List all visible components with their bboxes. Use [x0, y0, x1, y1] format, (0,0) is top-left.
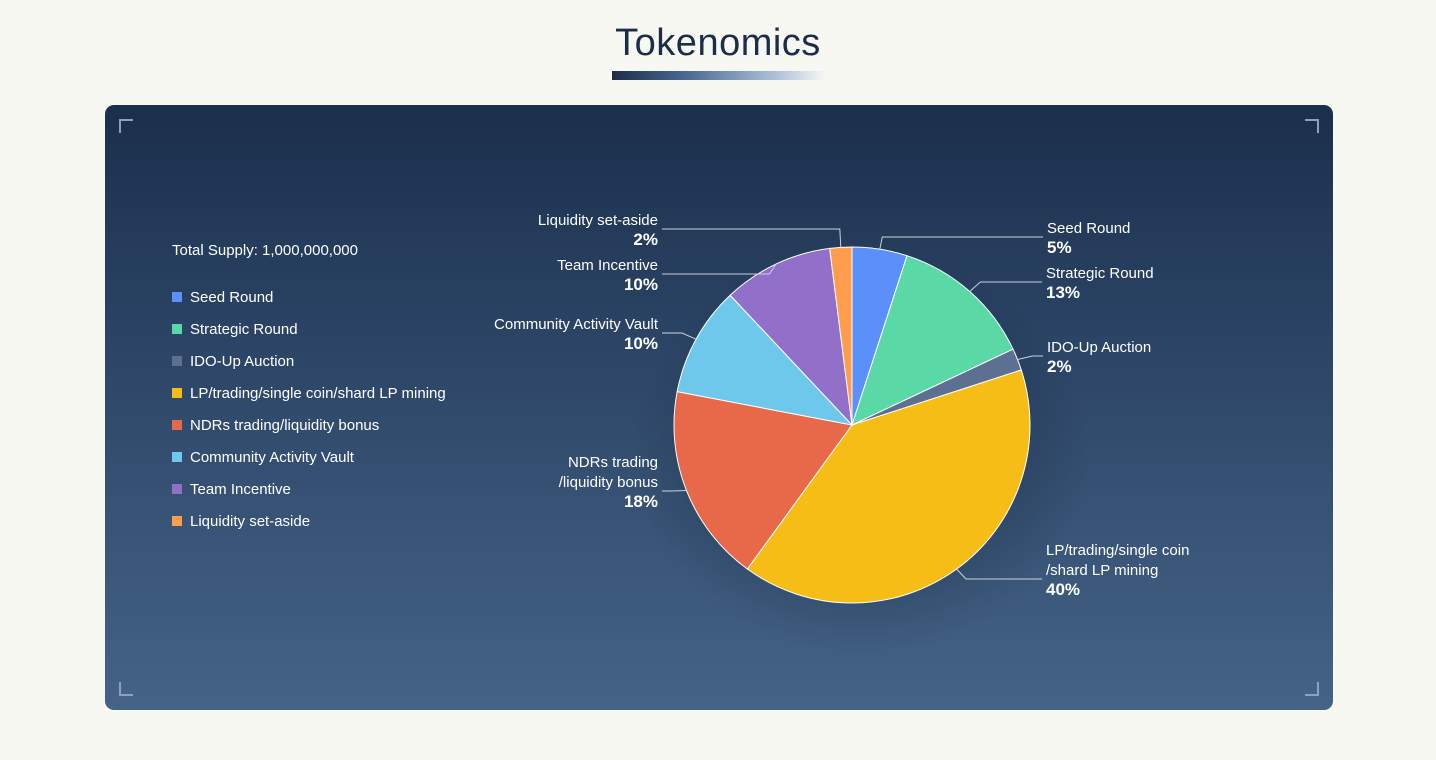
legend-item: Community Activity Vault	[172, 441, 446, 473]
legend-item: NDRs trading/liquidity bonus	[172, 409, 446, 441]
legend-label: Team Incentive	[190, 480, 291, 498]
leader-line	[662, 228, 842, 248]
legend-item: Strategic Round	[172, 313, 446, 345]
legend-swatch	[172, 356, 182, 366]
legend-label: LP/trading/single coin/shard LP mining	[190, 384, 446, 402]
leader-line	[662, 490, 687, 492]
page-title: Tokenomics	[615, 22, 821, 64]
slice-percent-label: 40%	[1046, 580, 1080, 599]
slice-label: Strategic Round	[1046, 265, 1154, 282]
pie-slice	[673, 391, 853, 570]
slice-label: Liquidity set-aside	[538, 212, 658, 229]
legend-swatch	[172, 324, 182, 334]
legend-swatch	[172, 388, 182, 398]
slice-label: IDO-Up Auction	[1047, 339, 1151, 356]
slice-label: Seed Round	[1047, 220, 1130, 237]
legend-swatch	[172, 420, 182, 430]
legend-label: Strategic Round	[190, 320, 298, 338]
legend-item: Team Incentive	[172, 473, 446, 505]
slice-label: Team Incentive	[557, 257, 658, 274]
slice-percent-label: 2%	[633, 230, 658, 249]
legend-label: Seed Round	[190, 288, 274, 306]
corner-mark-bottom-left	[119, 682, 133, 696]
legend-label: Community Activity Vault	[190, 448, 354, 466]
corner-mark-bottom-right	[1305, 682, 1319, 696]
title-underline	[612, 71, 826, 80]
legend-swatch	[172, 452, 182, 462]
leader-line	[956, 568, 1042, 580]
slice-percent-label: 18%	[624, 492, 658, 511]
slice-label: /shard LP mining	[1046, 562, 1158, 579]
leader-line	[662, 263, 777, 275]
pie-slice	[746, 369, 1031, 604]
slice-label: /liquidity bonus	[559, 474, 658, 491]
corner-mark-top-right	[1305, 119, 1319, 133]
chart-legend: Seed Round Strategic Round IDO-Up Auction L…	[172, 281, 446, 537]
slice-percent-label: 13%	[1046, 283, 1080, 302]
legend-item: LP/trading/single coin/shard LP mining	[172, 377, 446, 409]
legend-label: IDO-Up Auction	[190, 352, 295, 370]
slice-percent-label: 10%	[624, 334, 658, 353]
legend-swatch	[172, 292, 182, 302]
leader-line	[879, 236, 1043, 250]
leader-line	[1017, 355, 1043, 360]
pie-slice	[676, 294, 854, 426]
corner-mark-top-left	[119, 119, 133, 133]
legend-item: Seed Round	[172, 281, 446, 313]
chart-panel: Total Supply: 1,000,000,000 Seed Round St…	[105, 105, 1333, 710]
legend-label: NDRs trading/liquidity bonus	[190, 416, 380, 434]
legend-swatch	[172, 484, 182, 494]
leader-line	[662, 332, 697, 340]
slice-label: Community Activity Vault	[494, 316, 659, 333]
leader-line	[969, 281, 1042, 292]
total-supply: Total Supply: 1,000,000,000	[172, 242, 358, 259]
slice-label: LP/trading/single coin	[1046, 542, 1189, 559]
slice-percent-label: 2%	[1047, 357, 1072, 376]
legend-label: Liquidity set-aside	[190, 512, 311, 530]
legend-item: IDO-Up Auction	[172, 345, 446, 377]
legend-item: Liquidity set-aside	[172, 505, 446, 537]
legend-swatch	[172, 516, 182, 526]
slice-percent-label: 10%	[624, 275, 658, 294]
slice-percent-label: 5%	[1047, 238, 1072, 257]
slice-label: NDRs trading	[568, 454, 658, 471]
